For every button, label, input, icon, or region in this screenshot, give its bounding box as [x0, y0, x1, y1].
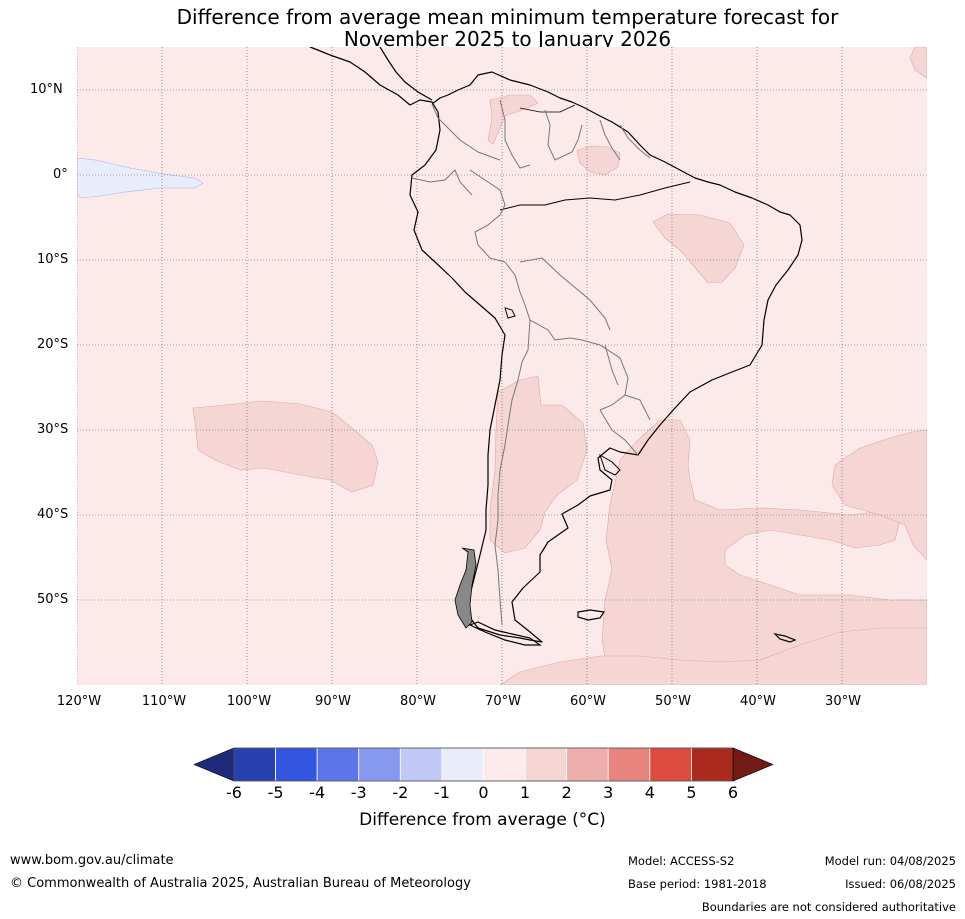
colorbar-tick-label: 3: [603, 783, 614, 802]
chilean-archipelago: [454, 547, 477, 629]
amazon-river: [499, 181, 691, 211]
tierra-del-fuego: [468, 621, 542, 646]
orinoco-river: [519, 104, 576, 113]
lat-label-0: 0°: [53, 167, 68, 182]
model-run-text: Model run: 04/08/2025: [824, 854, 956, 868]
colorbar-outline: [233, 747, 734, 782]
colorbar-arrow-high: [732, 747, 774, 782]
anomaly-patch-southeast-pacific: [192, 400, 379, 493]
colorbar-tick-label: 5: [686, 783, 697, 802]
lat-label-40s: 40°S: [37, 507, 69, 522]
central-america-coastline: [309, 47, 433, 101]
lake-titicaca: [504, 307, 516, 319]
lon-label-80w: 80°W: [400, 694, 436, 709]
lon-label-30w: 30°W: [825, 694, 861, 709]
anomaly-patch-northeast-corner: [909, 47, 927, 79]
colorbar-tick-label: -4: [309, 783, 326, 802]
south-america-coastline: [309, 47, 803, 643]
boundaries-note-text: Boundaries are not considered authoritat…: [701, 900, 956, 914]
colorbar-cell: [275, 747, 318, 782]
colorbar-tick-label: -2: [392, 783, 409, 802]
colorbar-tick-label: 6: [727, 783, 739, 802]
colorbar-cell: [316, 747, 360, 782]
colorbar-tick-label: 0: [478, 783, 489, 802]
colorbar-tick-label: -3: [350, 783, 367, 802]
anomaly-patch-south-atlantic: [601, 419, 927, 685]
anomaly-patch-brazil-northeast: [652, 213, 745, 284]
lon-label-40w: 40°W: [740, 694, 776, 709]
lat-label-50s: 50°S: [37, 592, 69, 607]
anomaly-patch-equatorial-pacific: [77, 157, 204, 199]
model-text: Model: ACCESS-S2: [628, 854, 735, 868]
south-georgia: [773, 633, 797, 643]
lat-label-20s: 20°S: [37, 337, 69, 352]
colorbar-tick-label: -6: [226, 783, 242, 802]
colorbar-cell: [399, 747, 443, 782]
chart-title-line1: Difference from average mean minimum tem…: [176, 5, 839, 29]
lon-label-50w: 50°W: [655, 694, 691, 709]
colorbar-cell: [691, 747, 734, 782]
anomaly-patch-far-south-atlantic-east: [831, 429, 927, 561]
country-borders: [411, 99, 651, 626]
colorbar-tick-label: 4: [644, 783, 655, 802]
temperature-anomaly-map: [77, 47, 927, 685]
colorbar-tick-label: 1: [519, 783, 531, 802]
issued-text: Issued: 06/08/2025: [845, 877, 956, 891]
anomaly-patch-argentina: [489, 375, 588, 554]
graticule: [77, 47, 927, 685]
colorbar-cell: [441, 747, 484, 782]
lat-label-30s: 30°S: [37, 422, 69, 437]
rio-de-la-plata: [599, 453, 621, 476]
colorbar-cell: [566, 747, 609, 782]
colorbar-arrow-low: [193, 747, 235, 782]
website-text: www.bom.gov.au/climate: [10, 853, 174, 868]
colorbar-cell: [233, 747, 276, 782]
chart-title-line2: November 2025 to January 2026: [343, 27, 672, 51]
anomaly-patch-far-south: [499, 627, 927, 685]
colorbar-tick-label: -5: [267, 783, 284, 802]
lon-label-90w: 90°W: [315, 694, 351, 709]
colorbar-cell: [524, 747, 568, 782]
lat-label-10s: 10°S: [37, 252, 69, 267]
copyright-text: © Commonwealth of Australia 2025, Austra…: [10, 876, 471, 891]
colorbar-cell: [649, 747, 692, 782]
colorbar-label: Difference from average (°C): [359, 810, 606, 830]
lon-label-60w: 60°W: [570, 694, 606, 709]
colorbar-cell: [607, 747, 651, 782]
colorbar-tick-label: -1: [433, 783, 450, 802]
colorbar-tick-label: 2: [561, 783, 572, 802]
anomaly-patch-venezuela: [487, 94, 539, 145]
lon-label-100w: 100°W: [226, 694, 272, 709]
lon-label-110w: 110°W: [141, 694, 187, 709]
lat-label-10n: 10°N: [30, 82, 63, 97]
base-period-text: Base period: 1981-2018: [628, 877, 767, 891]
lon-label-120w: 120°W: [56, 694, 102, 709]
anomaly-patch-guiana: [576, 145, 621, 176]
colorbar-cell: [358, 747, 401, 782]
colorbar-cell: [483, 747, 526, 782]
falkland-islands: [577, 609, 606, 621]
lon-label-70w: 70°W: [485, 694, 521, 709]
